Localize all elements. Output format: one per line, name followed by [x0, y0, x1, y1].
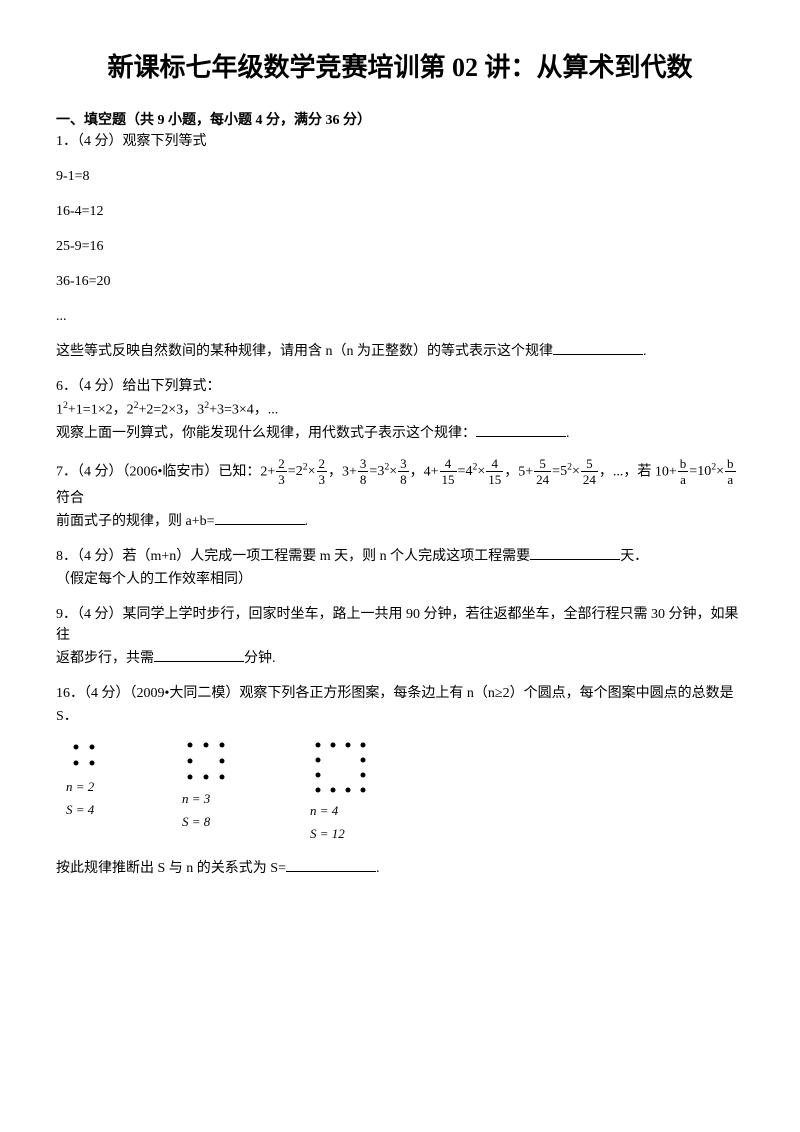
- dots-n4: [310, 737, 370, 797]
- cap-n4b: S = 12: [310, 824, 345, 844]
- q16-figures: n = 2 S = 4 n = 3 S = 8 n = 4 S = 12: [66, 737, 744, 844]
- q7-blank: [215, 511, 305, 525]
- q16-period: .: [376, 861, 380, 876]
- q7-m6: ，5+: [504, 464, 533, 479]
- q1-eq4: 36-16=20: [56, 271, 744, 292]
- q7-m5: =42×: [458, 464, 486, 479]
- page-title: 新课标七年级数学竞赛培训第 02 讲：从算术到代数: [56, 50, 744, 85]
- cap-n3b: S = 8: [182, 812, 210, 832]
- dots-n2: [66, 737, 102, 773]
- q6-expr: 12+1=1×2，22+2=2×3，32+3=3×4，...: [56, 399, 744, 421]
- q8-line2: （假定每个人的工作效率相同）: [56, 569, 744, 590]
- q16-tail: 按此规律推断出 S 与 n 的关系式为 S=.: [56, 858, 744, 879]
- q7-f4a: 524: [534, 457, 551, 486]
- q1-tail-text: 这些等式反映自然数间的某种规律，请用含 n（n 为正整数）的等式表示这个规律: [56, 344, 553, 359]
- q7-m4: ，4+: [410, 464, 439, 479]
- q7-m2: ，3+: [328, 464, 357, 479]
- fig-n4: n = 4 S = 12: [310, 737, 370, 844]
- q8-l1a: 8．（4 分）若（m+n）人完成一项工程需要 m 天，则 n 个人完成这项工程需…: [56, 549, 530, 564]
- cap-n2a: n = 2: [66, 777, 94, 797]
- q7-m8: ，...，若 10+: [599, 464, 677, 479]
- q7-fba: ba: [678, 457, 689, 486]
- q7-m7: =52×: [552, 464, 580, 479]
- q6-tail: 观察上面一列算式，你能发现什么规律，用代数式子表示这个规律：.: [56, 423, 744, 444]
- q9-line2: 返都步行，共需 分钟.: [56, 648, 744, 669]
- q7-t1: 符合: [56, 491, 84, 506]
- q7-f1a: 23: [276, 457, 287, 486]
- q9-line1: 9．（4 分）某同学上学时步行，回家时坐车，路上一共用 90 分钟，若往返都坐车…: [56, 604, 744, 646]
- q16-blank: [286, 858, 376, 872]
- dots-n3: [182, 737, 230, 785]
- q7-f1b: 23: [317, 457, 328, 486]
- section-a-header: 一、填空题（共 9 小题，每小题 4 分，满分 36 分）: [56, 109, 744, 129]
- q16-line1: 16．（4 分）（2009•大同二模）观察下列各正方形图案，每条边上有 n（n≥…: [56, 683, 744, 704]
- fig-n2: n = 2 S = 4: [66, 737, 102, 844]
- q7-f2b: 38: [398, 457, 409, 486]
- q1-blank: [553, 341, 643, 355]
- q7-m9: =102×: [689, 464, 724, 479]
- q7-f4b: 524: [581, 457, 598, 486]
- cap-n4a: n = 4: [310, 801, 338, 821]
- q7-f2a: 38: [358, 457, 369, 486]
- q1-eq2: 16-4=12: [56, 201, 744, 222]
- q7-l2a: 前面式子的规律，则 a+b=: [56, 514, 215, 529]
- fig-n3: n = 3 S = 8: [182, 737, 230, 844]
- q7-line2: 前面式子的规律，则 a+b=.: [56, 511, 744, 532]
- q8-blank: [530, 546, 620, 560]
- q6-blank: [476, 423, 566, 437]
- q9-l2a: 返都步行，共需: [56, 651, 154, 666]
- q7-f3a: 415: [440, 457, 457, 486]
- cap-n3a: n = 3: [182, 789, 210, 809]
- q6-head: 6．（4 分）给出下列算式：: [56, 376, 744, 397]
- q7-head: 7．（4 分）（2006•临安市）已知：2+: [56, 464, 275, 479]
- q7-fbb: ba: [725, 457, 736, 486]
- q6-period: .: [566, 426, 570, 441]
- q6-tail-text: 观察上面一列算式，你能发现什么规律，用代数式子表示这个规律：: [56, 426, 476, 441]
- q7-f3b: 415: [486, 457, 503, 486]
- q7-line1: 7．（4 分）（2006•临安市）已知：2+23=22×23，3+38=32×3…: [56, 458, 744, 511]
- q1-tail: 这些等式反映自然数间的某种规律，请用含 n（n 为正整数）的等式表示这个规律.: [56, 341, 744, 362]
- q8-l1b: 天．: [620, 549, 648, 564]
- q1-eq1: 9-1=8: [56, 166, 744, 187]
- q9-blank: [154, 648, 244, 662]
- cap-n2b: S = 4: [66, 800, 94, 820]
- q1-dots: ...: [56, 306, 744, 327]
- q1-head: 1．（4 分）观察下列等式: [56, 131, 744, 152]
- q16-tail-text: 按此规律推断出 S 与 n 的关系式为 S=: [56, 861, 286, 876]
- q1-period: .: [643, 344, 647, 359]
- q8-line1: 8．（4 分）若（m+n）人完成一项工程需要 m 天，则 n 个人完成这项工程需…: [56, 546, 744, 567]
- q7-m3: =32×: [369, 464, 397, 479]
- q7-period: .: [305, 514, 309, 529]
- q1-eq3: 25-9=16: [56, 236, 744, 257]
- q9-l2b: 分钟.: [244, 651, 276, 666]
- q16-line2: S．: [56, 706, 744, 727]
- q7-m1: =22×: [288, 464, 316, 479]
